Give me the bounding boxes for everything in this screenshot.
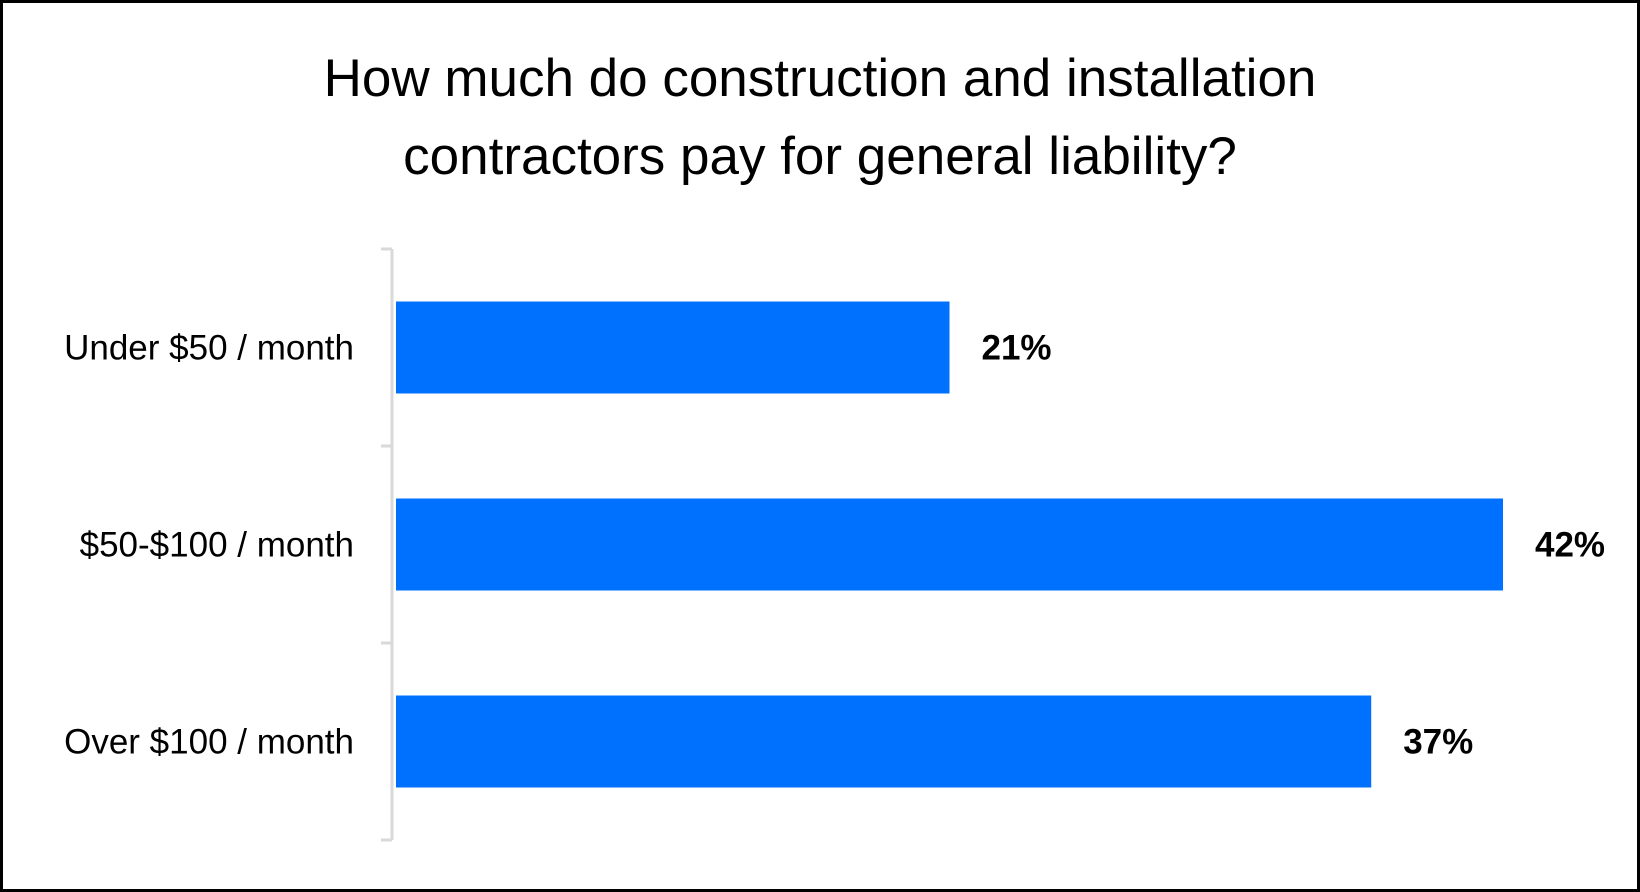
bar	[396, 498, 1503, 591]
chart-title-line-1: How much do construction and installatio…	[323, 49, 1317, 108]
bar	[396, 301, 950, 394]
bar	[396, 695, 1372, 788]
category-label: Under $50 / month	[64, 329, 354, 368]
chart-title-line-2: contractors pay for general liability?	[403, 127, 1237, 186]
data-label: 21%	[982, 329, 1052, 368]
category-label: Over $100 / month	[64, 723, 354, 762]
data-label: 42%	[1535, 526, 1605, 565]
category-label: $50-$100 / month	[80, 526, 354, 565]
data-label: 37%	[1403, 723, 1473, 762]
